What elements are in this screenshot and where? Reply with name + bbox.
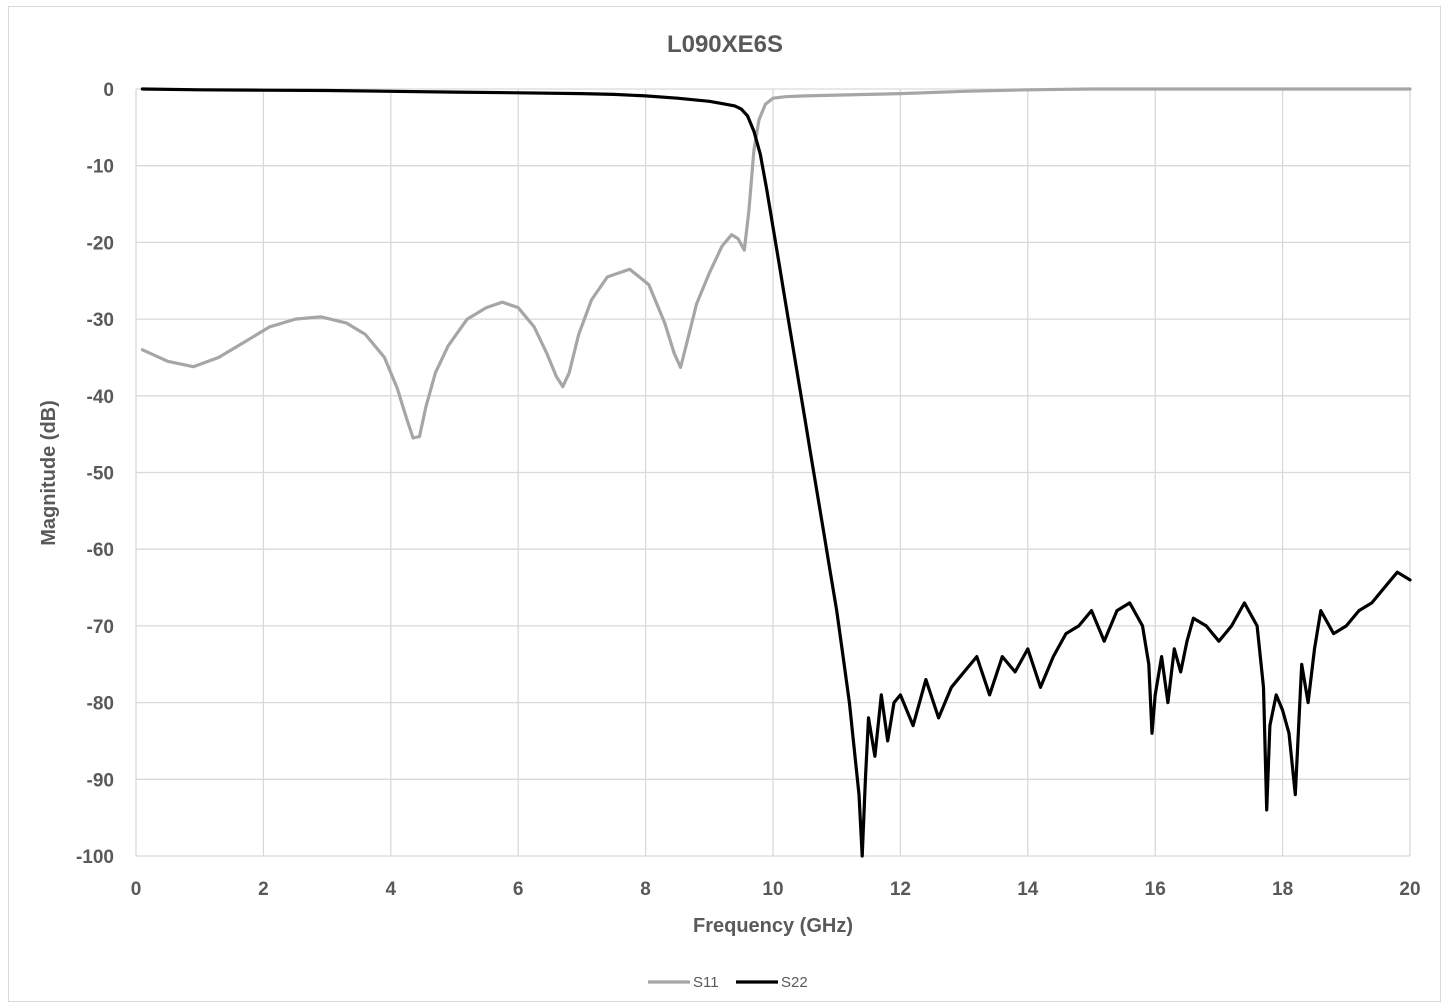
series-line-s22 <box>140 87 1412 858</box>
x-tick-label: 10 <box>762 879 783 900</box>
chart-title: L090XE6S <box>667 31 783 58</box>
y-tick-label: -80 <box>87 694 114 715</box>
gridlines <box>135 88 1411 857</box>
legend: S11 S22 <box>648 974 808 991</box>
legend-label-s11: S11 <box>693 974 719 991</box>
y-tick-label: -90 <box>87 770 114 791</box>
x-axis-label: Frequency (GHz) <box>693 915 853 937</box>
x-tick-label: 4 <box>386 879 397 900</box>
x-tick-labels: 0 2 4 6 8 10 12 14 16 18 20 <box>131 879 1421 900</box>
y-tick-label: 0 <box>103 80 114 101</box>
series-lines <box>140 87 1412 858</box>
y-tick-label: -30 <box>87 310 114 331</box>
y-axis-label: Magnitude (dB) <box>38 400 60 546</box>
y-tick-label: -100 <box>76 847 114 868</box>
y-tick-label: -70 <box>87 617 114 638</box>
chart-frame <box>8 6 1441 1002</box>
x-tick-label: 0 <box>131 879 142 900</box>
series-line-s11 <box>140 87 1412 440</box>
x-tick-label: 18 <box>1272 879 1293 900</box>
y-tick-label: -10 <box>87 157 114 178</box>
y-tick-label: -60 <box>87 540 114 561</box>
x-tick-label: 12 <box>890 879 911 900</box>
x-tick-label: 16 <box>1145 879 1166 900</box>
x-tick-label: 2 <box>258 879 269 900</box>
x-tick-label: 6 <box>513 879 524 900</box>
x-tick-label: 20 <box>1399 879 1420 900</box>
y-tick-labels: 0 -10 -20 -30 -40 -50 -60 -70 -80 -90 -100 <box>76 80 114 868</box>
legend-label-s22: S22 <box>781 974 808 991</box>
y-tick-label: -20 <box>87 233 114 254</box>
y-tick-label: -50 <box>87 464 114 485</box>
y-tick-label: -40 <box>87 387 114 408</box>
x-tick-label: 8 <box>640 879 651 900</box>
x-tick-label: 14 <box>1017 879 1039 900</box>
